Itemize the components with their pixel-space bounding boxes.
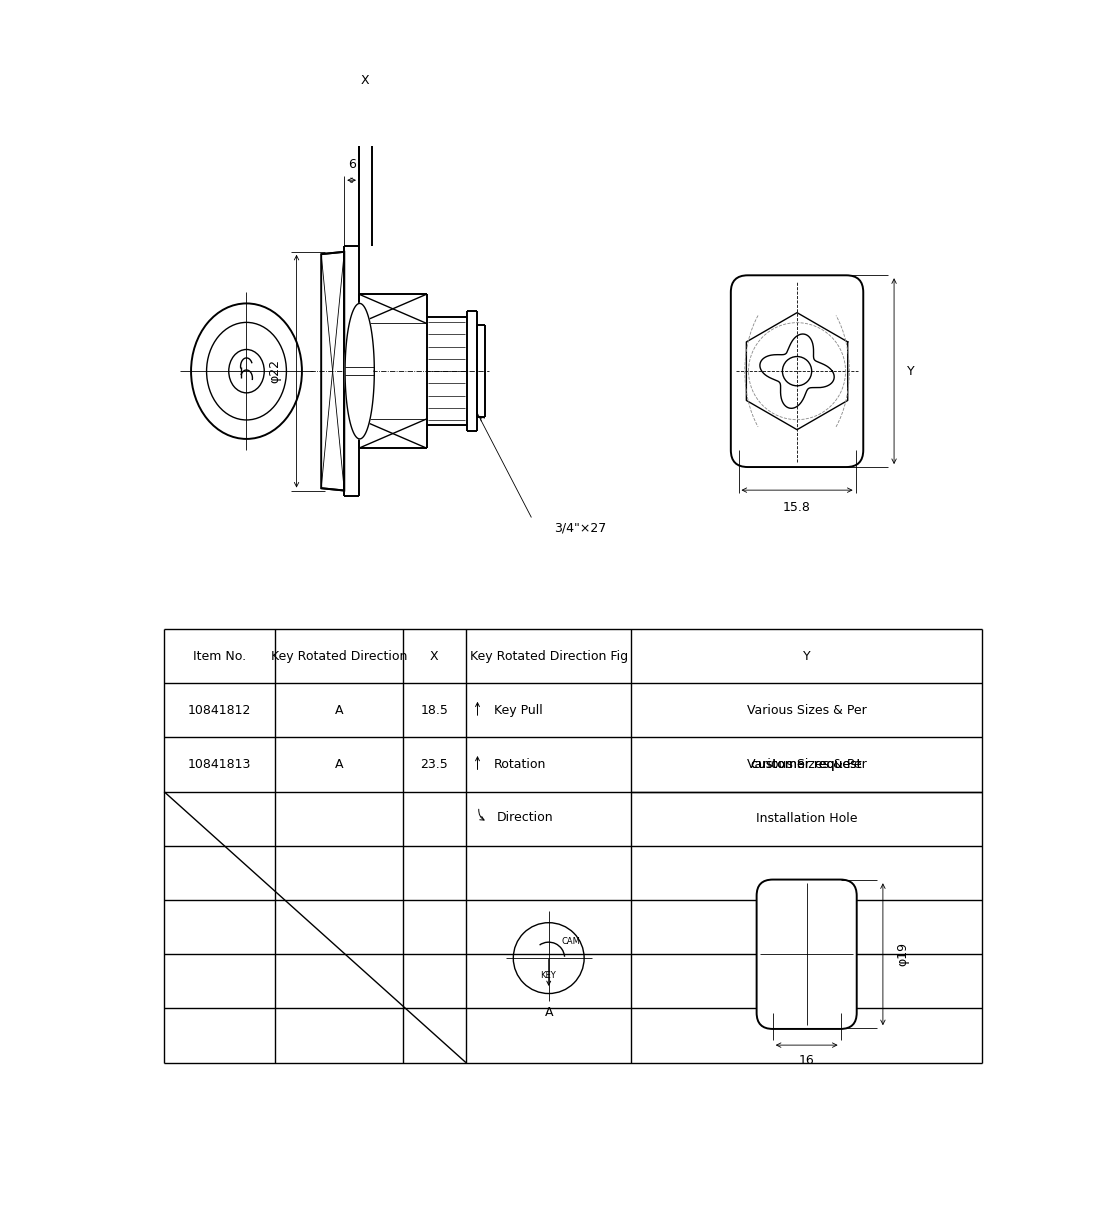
- Text: X: X: [361, 74, 370, 87]
- Text: 10841813: 10841813: [188, 758, 252, 771]
- Text: Y: Y: [803, 650, 811, 662]
- Text: Direction: Direction: [496, 810, 553, 824]
- Text: Y: Y: [907, 365, 915, 377]
- Polygon shape: [321, 252, 344, 490]
- Text: 6: 6: [348, 159, 356, 171]
- Text: 15.8: 15.8: [783, 501, 811, 513]
- Text: 3/4"×27: 3/4"×27: [555, 522, 607, 535]
- FancyBboxPatch shape: [731, 275, 863, 467]
- Text: 18.5: 18.5: [420, 704, 448, 717]
- Text: 10841812: 10841812: [188, 704, 252, 717]
- Text: KEY: KEY: [540, 970, 556, 980]
- Text: 16: 16: [798, 1054, 815, 1067]
- Text: customer request: customer request: [751, 758, 862, 771]
- Text: 23.5: 23.5: [420, 758, 448, 771]
- Text: φ19: φ19: [897, 943, 909, 967]
- Text: Various Sizes & Per: Various Sizes & Per: [747, 704, 866, 717]
- Text: A: A: [544, 1007, 553, 1019]
- FancyBboxPatch shape: [757, 879, 856, 1029]
- Polygon shape: [345, 303, 375, 439]
- Text: Key Rotated Direction Fig: Key Rotated Direction Fig: [470, 650, 628, 662]
- Text: customer request: customer request: [751, 758, 862, 771]
- Text: A: A: [334, 704, 343, 717]
- Text: Key Pull: Key Pull: [494, 704, 542, 717]
- Text: Rotation: Rotation: [494, 758, 546, 771]
- Text: A: A: [334, 758, 343, 771]
- Text: Installation Hole: Installation Hole: [756, 813, 858, 825]
- Text: CAM: CAM: [562, 936, 580, 946]
- Text: Item No.: Item No.: [193, 650, 246, 662]
- Text: φ22: φ22: [268, 359, 282, 383]
- Text: X: X: [430, 650, 438, 662]
- Text: Key Rotated Direction: Key Rotated Direction: [271, 650, 407, 662]
- Text: Various Sizes & Per: Various Sizes & Per: [747, 758, 866, 771]
